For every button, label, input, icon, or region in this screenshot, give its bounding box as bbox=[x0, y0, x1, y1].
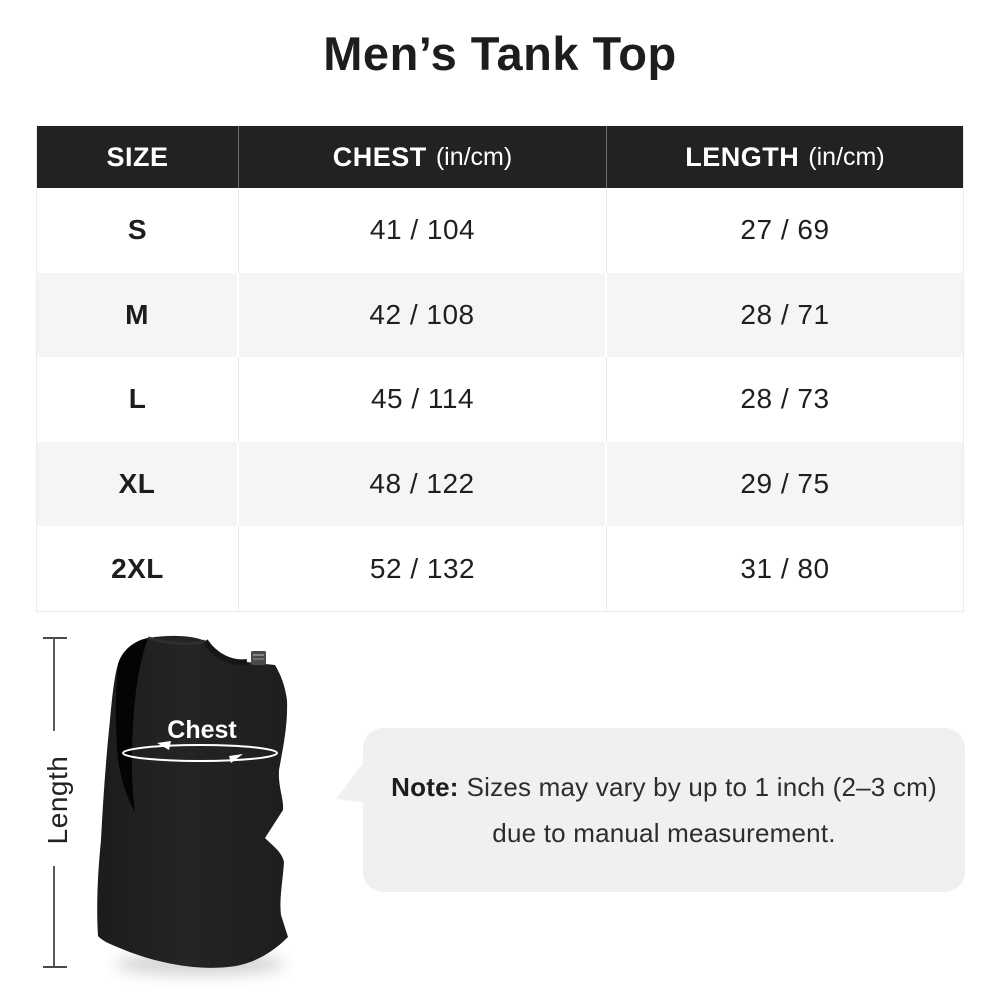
note-bubble-tail bbox=[336, 762, 364, 803]
measure-cap-bottom bbox=[43, 966, 67, 968]
note-bubble: Note: Sizes may vary by up to 1 inch (2–3… bbox=[336, 728, 965, 892]
header-cell-length: LENGTH (in/cm) bbox=[607, 126, 963, 188]
header-length-label: LENGTH bbox=[685, 141, 800, 172]
size-cell: L bbox=[37, 357, 239, 442]
length-cell: 28 / 73 bbox=[740, 383, 830, 415]
table-header-row: SIZE CHEST (in/cm) LENGTH (in/cm) bbox=[37, 126, 963, 188]
length-cell: 31 / 80 bbox=[740, 552, 830, 584]
measure-segment-top bbox=[53, 638, 55, 731]
tank-top-body bbox=[97, 635, 288, 968]
length-cell: 27 / 69 bbox=[740, 214, 830, 246]
length-cell: 29 / 75 bbox=[740, 468, 830, 500]
collar-back bbox=[147, 636, 206, 646]
chest-cell: 41 / 104 bbox=[239, 188, 607, 273]
tank-top-illustration: Chest bbox=[97, 635, 288, 968]
table-row: L 45 / 114 28 / 73 bbox=[37, 357, 963, 442]
chest-cell: 48 / 122 bbox=[239, 441, 607, 527]
brand-label bbox=[251, 651, 266, 665]
header-size-label: SIZE bbox=[106, 141, 169, 172]
table-row: S 41 / 104 27 / 69 bbox=[37, 188, 963, 273]
measure-segment-bottom bbox=[53, 866, 55, 966]
size-cell: 2XL bbox=[37, 526, 239, 611]
header-chest-label: CHEST bbox=[332, 141, 427, 172]
note-prefix: Note: bbox=[391, 771, 459, 802]
chest-arrow-right bbox=[157, 741, 171, 750]
note-line-2: due to manual measurement. bbox=[492, 817, 836, 848]
size-table: SIZE CHEST (in/cm) LENGTH (in/cm) S 41 /… bbox=[36, 126, 964, 612]
chest-cell: 52 / 132 bbox=[239, 526, 607, 611]
size-cell: XL bbox=[37, 441, 239, 527]
header-cell-chest: CHEST (in/cm) bbox=[239, 126, 607, 188]
header-length-unit: (in/cm) bbox=[808, 142, 885, 171]
page-title: Men’s Tank Top bbox=[323, 27, 677, 80]
chest-cell: 45 / 114 bbox=[239, 357, 607, 442]
collar bbox=[202, 639, 248, 666]
table-row: XL 48 / 122 29 / 75 bbox=[37, 441, 963, 527]
length-cell: 28 / 71 bbox=[740, 298, 830, 330]
header-cell-size: SIZE bbox=[37, 126, 239, 188]
armhole-shadow bbox=[115, 638, 148, 812]
chest-arrow-left bbox=[229, 754, 243, 763]
table-row: M 42 / 108 28 / 71 bbox=[37, 272, 963, 358]
note-text-1: Sizes may vary by up to 1 inch (2–3 cm) bbox=[466, 771, 937, 802]
note-line-1: Note: Sizes may vary by up to 1 inch (2–3… bbox=[391, 772, 937, 803]
size-cell: M bbox=[37, 272, 239, 358]
chest-label: Chest bbox=[167, 716, 237, 744]
measure-cap-top bbox=[43, 637, 67, 639]
table-row: 2XL 52 / 132 31 / 80 bbox=[37, 526, 963, 611]
header-chest-unit: (in/cm) bbox=[435, 142, 513, 171]
chest-cell: 42 / 108 bbox=[239, 272, 607, 358]
chest-measure-ellipse bbox=[122, 744, 278, 762]
size-cell: S bbox=[37, 188, 239, 273]
